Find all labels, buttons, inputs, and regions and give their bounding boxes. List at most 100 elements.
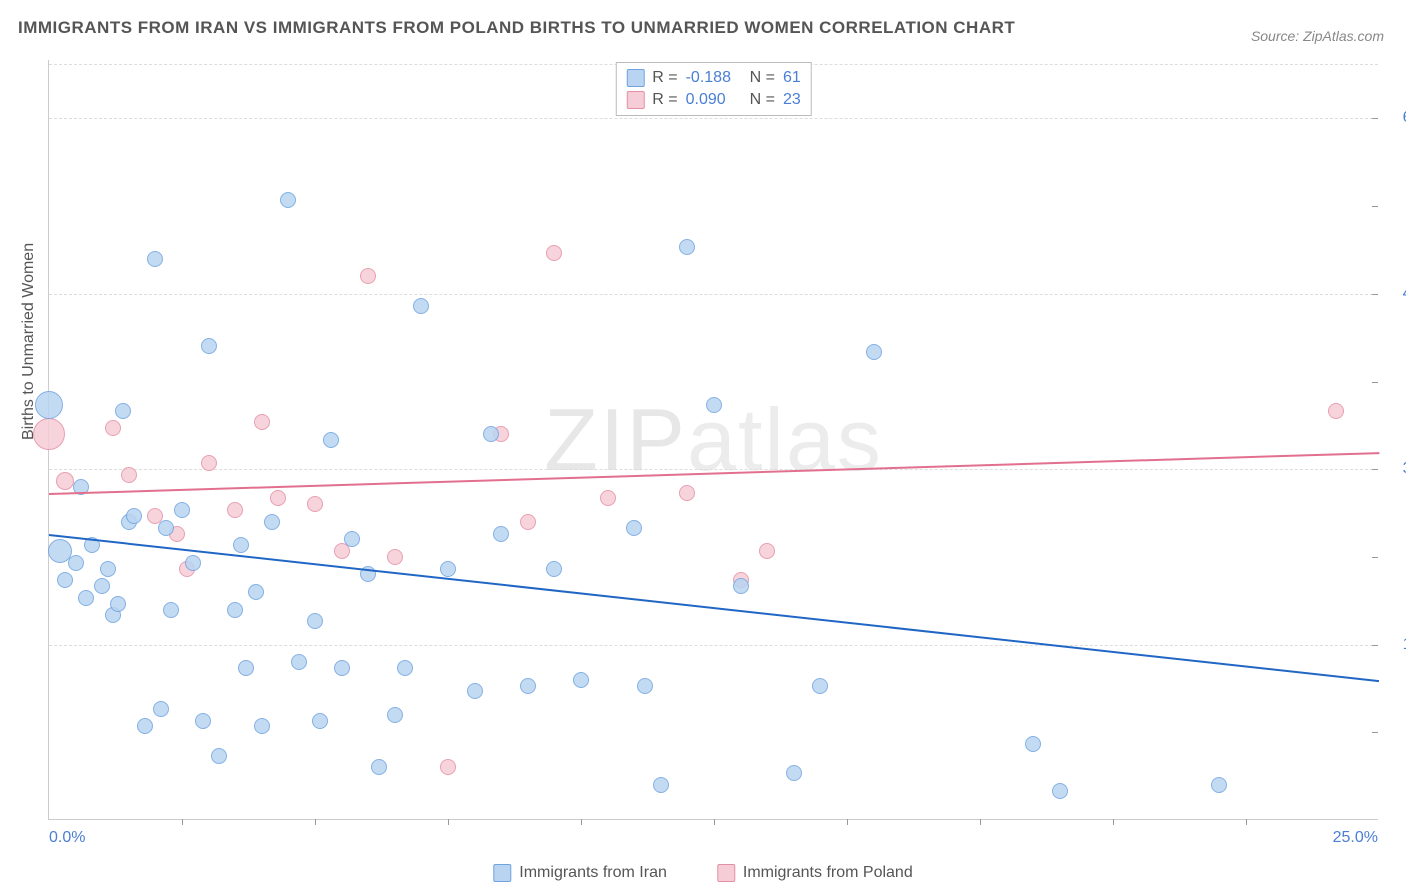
y-tick-label: 45.0% bbox=[1403, 285, 1406, 303]
x-tick-mark bbox=[581, 819, 582, 825]
y-tick-mark bbox=[1372, 294, 1378, 295]
legend-item-poland: Immigrants from Poland bbox=[717, 864, 913, 882]
x-tick-mark bbox=[182, 819, 183, 825]
scatter-point bbox=[573, 672, 589, 688]
scatter-point bbox=[270, 490, 286, 506]
scatter-point bbox=[1211, 777, 1227, 793]
gridline-h bbox=[49, 469, 1378, 470]
legend-row-series1: R = -0.188 N = 61 bbox=[626, 67, 800, 89]
scatter-point bbox=[1052, 783, 1068, 799]
gridline-h bbox=[49, 118, 1378, 119]
scatter-point bbox=[147, 251, 163, 267]
scatter-point bbox=[185, 555, 201, 571]
y-tick-label: 30.0% bbox=[1403, 460, 1406, 478]
legend-row-series2: R = 0.090 N = 23 bbox=[626, 89, 800, 111]
y-tick-mark bbox=[1372, 469, 1378, 470]
scatter-point bbox=[115, 403, 131, 419]
scatter-point bbox=[100, 561, 116, 577]
scatter-point bbox=[493, 526, 509, 542]
scatter-point bbox=[110, 596, 126, 612]
scatter-point bbox=[264, 514, 280, 530]
scatter-point bbox=[307, 613, 323, 629]
n-label: N = bbox=[750, 69, 775, 87]
r-label: R = bbox=[652, 91, 677, 109]
scatter-point bbox=[227, 502, 243, 518]
trend-line bbox=[49, 452, 1379, 495]
scatter-point bbox=[121, 467, 137, 483]
scatter-point bbox=[706, 397, 722, 413]
x-tick-mark bbox=[714, 819, 715, 825]
y-tick-mark bbox=[1372, 206, 1378, 207]
scatter-point bbox=[195, 713, 211, 729]
scatter-point bbox=[759, 543, 775, 559]
scatter-point bbox=[626, 520, 642, 536]
y-tick-mark bbox=[1372, 645, 1378, 646]
r-value-poland: 0.090 bbox=[686, 91, 742, 109]
scatter-point bbox=[33, 418, 65, 450]
scatter-point bbox=[520, 678, 536, 694]
y-tick-label: 15.0% bbox=[1403, 636, 1406, 654]
scatter-point bbox=[812, 678, 828, 694]
scatter-point bbox=[307, 496, 323, 512]
y-tick-mark bbox=[1372, 118, 1378, 119]
scatter-point bbox=[291, 654, 307, 670]
scatter-point bbox=[312, 713, 328, 729]
y-tick-label: 60.0% bbox=[1403, 109, 1406, 127]
scatter-point bbox=[94, 578, 110, 594]
scatter-point bbox=[323, 432, 339, 448]
scatter-point bbox=[600, 490, 616, 506]
scatter-point bbox=[360, 268, 376, 284]
legend-swatch-iran bbox=[626, 69, 644, 87]
scatter-point bbox=[254, 718, 270, 734]
n-value-poland: 23 bbox=[783, 91, 801, 109]
scatter-point bbox=[440, 561, 456, 577]
legend-label-iran: Immigrants from Iran bbox=[519, 864, 667, 882]
scatter-point bbox=[238, 660, 254, 676]
scatter-point bbox=[1025, 736, 1041, 752]
source-link[interactable]: ZipAtlas.com bbox=[1303, 28, 1384, 44]
scatter-point bbox=[254, 414, 270, 430]
scatter-point bbox=[201, 455, 217, 471]
scatter-point bbox=[387, 549, 403, 565]
scatter-point bbox=[679, 239, 695, 255]
scatter-point bbox=[163, 602, 179, 618]
x-tick-mark bbox=[980, 819, 981, 825]
scatter-point bbox=[174, 502, 190, 518]
n-value-iran: 61 bbox=[783, 69, 801, 87]
scatter-point bbox=[137, 718, 153, 734]
legend-swatch-poland bbox=[717, 864, 735, 882]
x-tick-mark bbox=[448, 819, 449, 825]
x-tick-mark bbox=[1113, 819, 1114, 825]
scatter-point bbox=[546, 561, 562, 577]
legend-item-iran: Immigrants from Iran bbox=[493, 864, 667, 882]
x-tick-mark bbox=[847, 819, 848, 825]
scatter-point bbox=[68, 555, 84, 571]
source-prefix: Source: bbox=[1251, 28, 1303, 44]
legend-swatch-iran bbox=[493, 864, 511, 882]
scatter-point bbox=[546, 245, 562, 261]
scatter-point bbox=[679, 485, 695, 501]
scatter-point bbox=[637, 678, 653, 694]
scatter-point bbox=[105, 420, 121, 436]
scatter-point bbox=[248, 584, 264, 600]
scatter-point bbox=[153, 701, 169, 717]
scatter-point bbox=[158, 520, 174, 536]
scatter-point bbox=[334, 660, 350, 676]
scatter-point bbox=[280, 192, 296, 208]
legend-swatch-poland bbox=[626, 91, 644, 109]
scatter-point bbox=[387, 707, 403, 723]
scatter-point bbox=[35, 391, 63, 419]
chart-source: Source: ZipAtlas.com bbox=[1251, 28, 1384, 44]
y-tick-mark bbox=[1372, 557, 1378, 558]
scatter-point bbox=[201, 338, 217, 354]
scatter-point bbox=[413, 298, 429, 314]
x-axis-max-label: 25.0% bbox=[1333, 829, 1378, 847]
scatter-point bbox=[733, 578, 749, 594]
legend-label-poland: Immigrants from Poland bbox=[743, 864, 913, 882]
scatter-point bbox=[786, 765, 802, 781]
gridline-h bbox=[49, 645, 1378, 646]
scatter-point bbox=[520, 514, 536, 530]
scatter-point bbox=[126, 508, 142, 524]
scatter-point bbox=[371, 759, 387, 775]
scatter-point bbox=[57, 572, 73, 588]
